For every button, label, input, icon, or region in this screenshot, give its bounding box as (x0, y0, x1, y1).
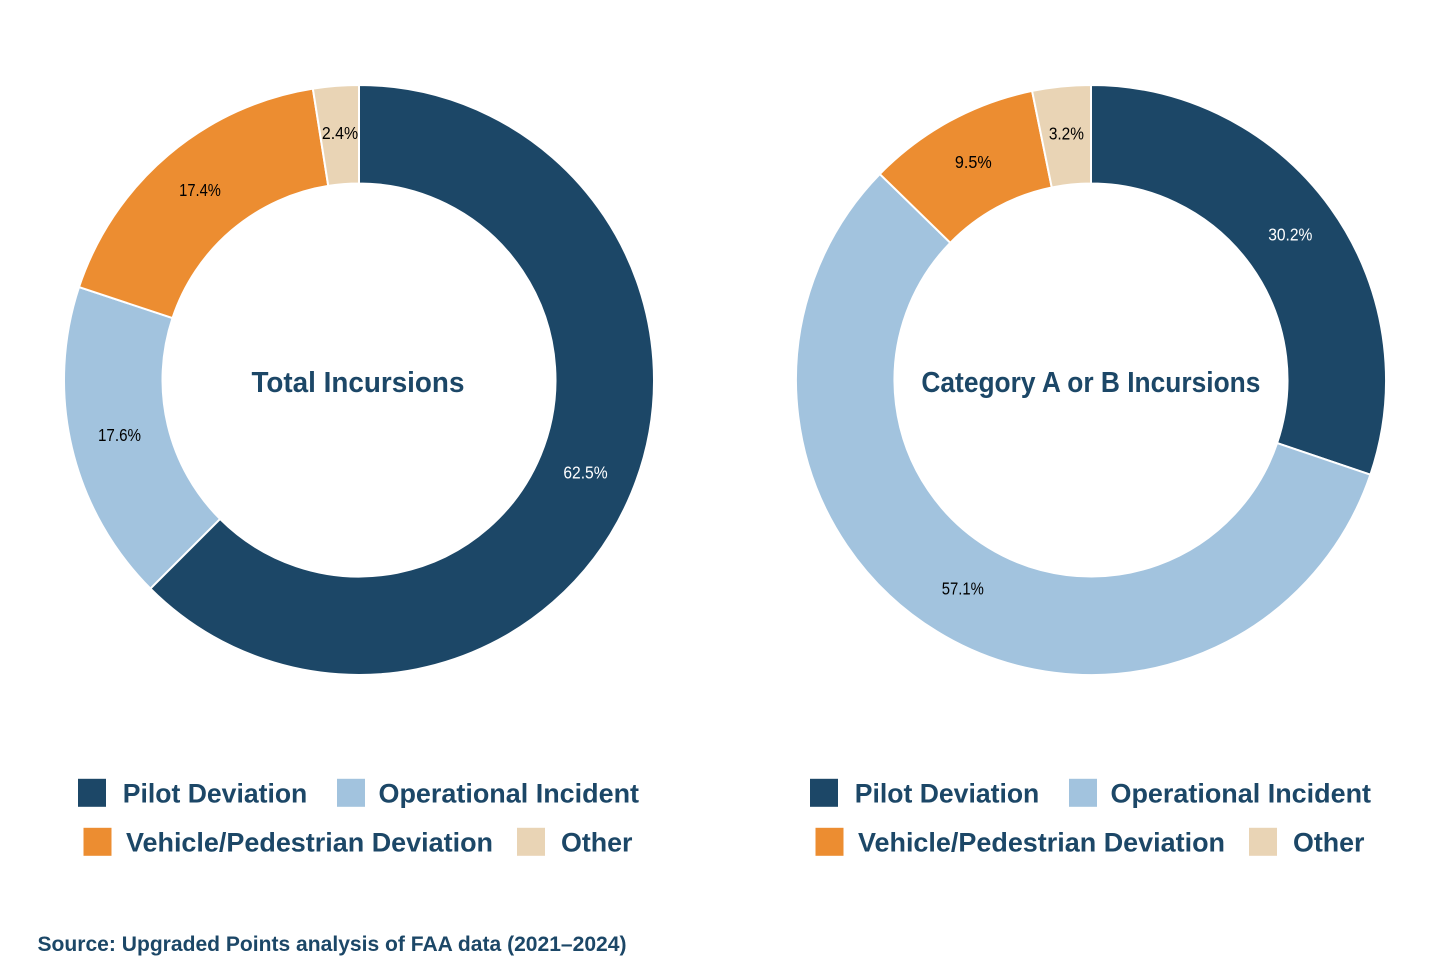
svg-text:30.2%: 30.2% (1268, 225, 1312, 245)
svg-text:Pilot Deviation: Pilot Deviation (123, 779, 307, 809)
svg-text:17.6%: 17.6% (98, 425, 141, 445)
svg-text:Pilot Deviation: Pilot Deviation (855, 779, 1040, 809)
svg-text:Other: Other (1293, 828, 1365, 858)
svg-text:Operational Incident: Operational Incident (379, 779, 640, 809)
svg-text:57.1%: 57.1% (942, 579, 984, 599)
svg-text:Total Incursions: Total Incursions (251, 367, 464, 399)
svg-text:Operational Incident: Operational Incident (1111, 779, 1372, 809)
svg-text:Vehicle/Pedestrian Deviation: Vehicle/Pedestrian Deviation (858, 828, 1225, 858)
svg-text:3.2%: 3.2% (1049, 123, 1084, 143)
svg-text:9.5%: 9.5% (955, 152, 992, 172)
svg-text:62.5%: 62.5% (563, 463, 607, 483)
svg-text:2.4%: 2.4% (322, 123, 358, 143)
svg-text:Source: Upgraded Points analys: Source: Upgraded Points analysis of FAA … (38, 932, 627, 956)
svg-text:Category A or B Incursions: Category A or B Incursions (921, 367, 1260, 399)
svg-text:17.4%: 17.4% (179, 180, 221, 200)
svg-text:Other: Other (561, 828, 633, 858)
svg-text:Vehicle/Pedestrian Deviation: Vehicle/Pedestrian Deviation (126, 828, 493, 858)
